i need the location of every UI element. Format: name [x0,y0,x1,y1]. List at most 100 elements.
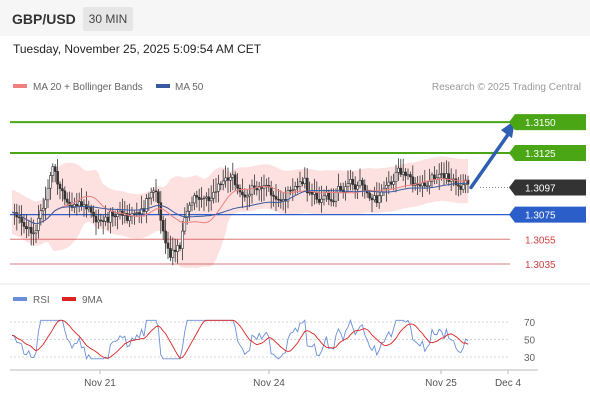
candle-body [346,183,350,188]
candle [171,237,175,266]
candle [332,188,335,207]
candle-body [171,249,175,258]
candle-body [327,191,331,200]
candle-body [224,177,227,182]
candle-body [353,184,357,190]
candle-body [20,217,23,223]
candle-body [104,216,107,222]
level-label-1.3075-box [509,206,586,223]
candle-body [313,192,316,195]
candle-body [145,198,148,212]
candle [265,178,268,197]
level-label-1.3125-box [509,144,586,161]
candle-body [113,215,117,218]
candle [317,186,321,205]
candle [351,171,355,191]
candle [363,179,367,199]
candle [418,175,422,193]
candle-body [389,181,393,185]
candle [125,204,129,224]
candle-body [277,198,280,201]
candle-body [269,186,273,196]
rsi-ma-legend-label: 9MA [82,295,103,306]
candle [46,179,50,209]
candle-body [116,213,119,218]
candle [353,176,357,199]
candle [243,188,247,202]
candle [178,242,182,252]
candle-body [320,198,323,203]
candle [173,238,177,263]
candle-body [221,180,225,185]
candle [322,189,326,206]
candle [63,186,67,206]
candle-body [61,188,64,192]
ma20-legend-label: MA 20 + Bollinger Bands [33,82,143,93]
candle [169,235,172,262]
candle [181,220,184,261]
interval-button[interactable] [83,7,133,31]
candle-body [236,184,239,189]
candle-body [392,181,395,185]
candle [428,168,431,195]
candle-body [229,177,232,181]
candle-body [202,197,206,200]
candle [53,164,57,183]
candle [464,174,467,194]
candle [358,168,362,189]
candle-body [173,249,177,252]
candle-body [65,198,69,203]
candle [188,201,191,221]
candle [73,197,76,214]
ma50-legend-label: MA 50 [175,82,204,93]
candle-body [190,202,194,206]
candle [152,187,155,202]
candle [368,190,371,201]
candle-body [169,248,172,258]
ma50-line [11,182,468,225]
candle-body [356,185,359,190]
candle [20,205,23,236]
candle-body [233,174,237,186]
candle [406,168,410,180]
candle-body [161,220,165,232]
candle-body [73,204,76,208]
candle-body [274,196,278,200]
candle-body [181,230,184,249]
candle [176,239,179,264]
candle-body [265,184,268,187]
candle-body [399,167,403,175]
candle-body [461,184,465,190]
candle [346,170,350,193]
candle-body [37,218,40,231]
candle [394,164,398,193]
candle [442,162,446,186]
candle [425,180,429,192]
candle-body [217,183,220,192]
candle [157,189,160,215]
target-arrow-shaft [469,131,511,190]
candle [75,193,79,216]
candle-body [178,245,182,249]
candle-body [437,174,441,179]
rsi-line [11,318,469,360]
candle [454,169,458,196]
candle-body [315,192,319,200]
candle-body [27,227,31,230]
candle-body [281,199,285,202]
level-label-1.3055: 1.3055 [525,235,556,246]
candle-body [425,185,429,187]
pair-title: GBP/USD [12,11,76,27]
candle [97,209,100,229]
candle [457,177,460,197]
candle [375,182,379,208]
candle [392,173,395,191]
candle-body [358,180,362,187]
candle-body [94,215,98,223]
candle [58,181,62,200]
candle [195,190,199,208]
candle [373,186,376,203]
candle-body [214,190,218,193]
candle-body [185,210,189,218]
candle-body [205,196,208,199]
